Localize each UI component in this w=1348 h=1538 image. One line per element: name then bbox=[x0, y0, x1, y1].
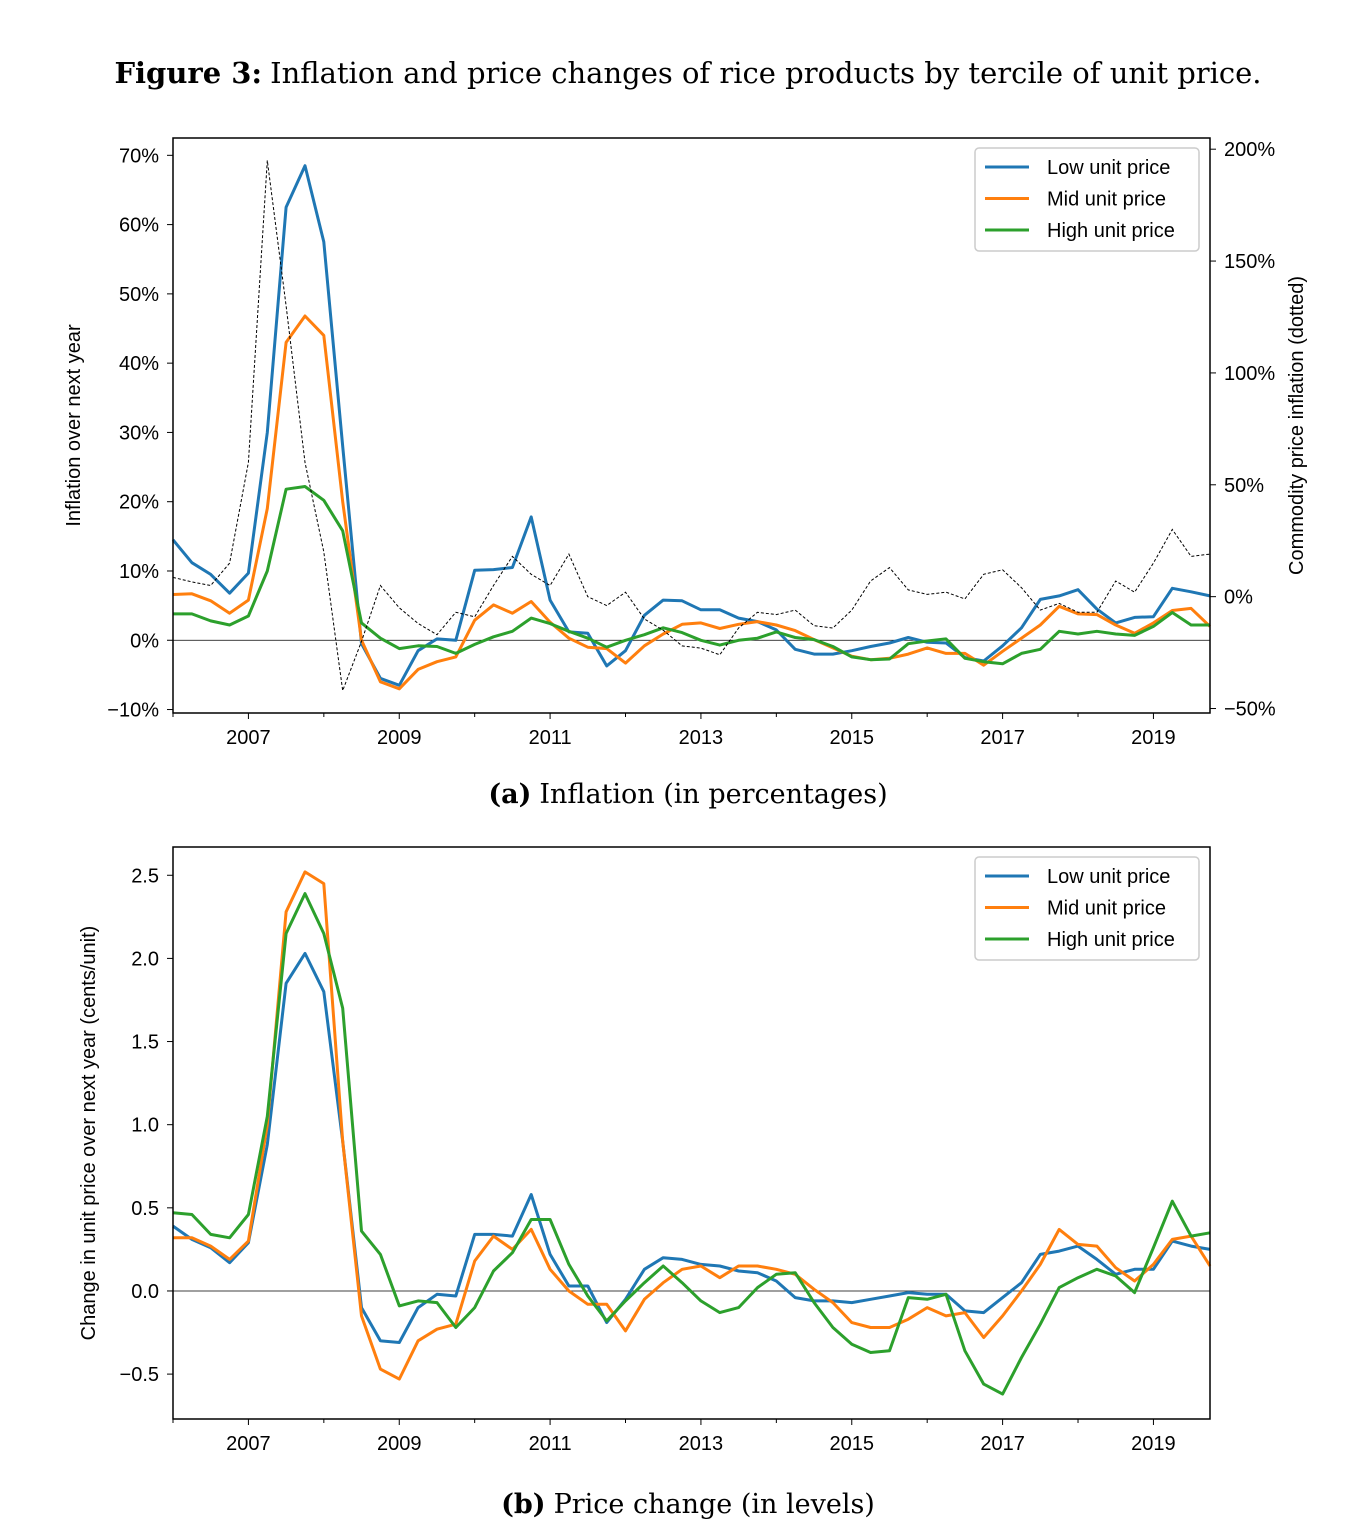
x-tick-label: 2007 bbox=[226, 727, 271, 749]
series-line-mid-unit-price bbox=[172, 314, 1212, 691]
y-tick-label: 30% bbox=[119, 422, 159, 444]
y-axis-label: Change in unit price over next year (cen… bbox=[78, 926, 100, 1341]
panel-caption-text: Price change (in levels) bbox=[554, 1489, 875, 1520]
legend-label: Low unit price bbox=[1047, 866, 1170, 888]
y-tick-label: −10% bbox=[107, 700, 159, 722]
x-tick-label: 2013 bbox=[679, 1433, 724, 1455]
y-right-tick-label: −50% bbox=[1224, 699, 1276, 721]
y-tick-label: 1.0 bbox=[131, 1115, 159, 1137]
panel-label: (b) bbox=[501, 1489, 545, 1520]
x-tick-label: 2013 bbox=[679, 727, 724, 749]
legend-box bbox=[974, 147, 1200, 252]
series-line-high-unit-price bbox=[173, 485, 1210, 666]
x-tick-label: 2019 bbox=[1131, 1433, 1176, 1455]
x-tick-label: 2007 bbox=[226, 1433, 271, 1455]
y-tick-label: 2.5 bbox=[131, 865, 159, 887]
legend-label: Mid unit price bbox=[1047, 898, 1166, 920]
x-tick-label: 2017 bbox=[980, 1433, 1025, 1455]
legend-label: High unit price bbox=[1047, 929, 1175, 951]
x-tick-label: 2009 bbox=[377, 727, 422, 749]
legend-box bbox=[974, 856, 1200, 961]
y-tick-label: 50% bbox=[119, 284, 159, 306]
y-tick-label: 0.0 bbox=[131, 1281, 159, 1303]
panel-caption-text: Inflation (in percentages) bbox=[539, 779, 887, 810]
legend: Low unit price Mid unit price High unit pr… bbox=[974, 856, 1200, 961]
series-line-high-unit-price bbox=[172, 892, 1211, 1396]
panel-caption: (a) Inflation (in percentages) bbox=[488, 779, 887, 810]
figure-label: Figure 3: bbox=[114, 56, 262, 90]
figure-title: Figure 3: Inflation and price changes of … bbox=[114, 56, 1261, 90]
y-tick-label: 2.0 bbox=[131, 948, 159, 970]
plot-frame bbox=[172, 137, 1211, 714]
y-tick-label: 20% bbox=[119, 492, 159, 514]
y-tick-label: 0% bbox=[130, 630, 159, 652]
plot-frame bbox=[172, 846, 1211, 1420]
y-tick-label: 10% bbox=[119, 561, 159, 583]
y-tick-label: −0.5 bbox=[120, 1364, 159, 1386]
y-axis-label: Inflation over next year bbox=[63, 324, 85, 527]
legend-label: Low unit price bbox=[1047, 157, 1170, 179]
y-right-tick-label: 200% bbox=[1224, 139, 1275, 161]
x-tick-label: 2011 bbox=[529, 727, 572, 749]
panel-caption: (b) Price change (in levels) bbox=[501, 1489, 875, 1520]
y-tick-label: 60% bbox=[119, 215, 159, 237]
legend-label: Mid unit price bbox=[1047, 189, 1166, 211]
y-tick-label: 70% bbox=[119, 145, 159, 167]
y-tick-label: 0.5 bbox=[131, 1198, 159, 1220]
series-line-low-unit-price bbox=[171, 164, 1211, 687]
y-right-tick-label: 0% bbox=[1224, 587, 1253, 609]
y-right-tick-label: 100% bbox=[1224, 363, 1275, 385]
series-line-commodity-price-inflation bbox=[172, 160, 1211, 691]
y-tick-label: 40% bbox=[119, 353, 159, 375]
y-right-tick-label: 150% bbox=[1224, 251, 1275, 273]
x-tick-label: 2019 bbox=[1131, 727, 1176, 749]
panel-b-price-change: 2007 2009 2011 2013 2015 2017 2019 −0.5 0.0 0.5 1.… bbox=[78, 846, 1212, 1520]
figure-title-text: Inflation and price changes of rice prod… bbox=[270, 56, 1261, 90]
y-tick-label: 1.5 bbox=[131, 1032, 159, 1054]
legend: Low unit price Mid unit price High unit pr… bbox=[974, 147, 1200, 252]
x-tick-label: 2015 bbox=[830, 1433, 875, 1455]
panel-label: (a) bbox=[488, 779, 531, 810]
x-tick-label: 2015 bbox=[830, 727, 875, 749]
series-line-low-unit-price bbox=[172, 951, 1211, 1344]
x-tick-label: 2009 bbox=[377, 1433, 422, 1455]
legend-label: High unit price bbox=[1047, 220, 1175, 242]
y-right-tick-label: 50% bbox=[1224, 475, 1264, 497]
series-line-mid-unit-price bbox=[173, 870, 1212, 1381]
x-tick-label: 2017 bbox=[980, 727, 1025, 749]
panel-a-inflation: 2007 2009 2011 2013 2015 2017 2019 −10% 0% 10% 20%… bbox=[63, 137, 1308, 810]
y-right-axis-label: Commodity price inflation (dotted) bbox=[1286, 276, 1308, 575]
x-tick-label: 2011 bbox=[529, 1433, 572, 1455]
